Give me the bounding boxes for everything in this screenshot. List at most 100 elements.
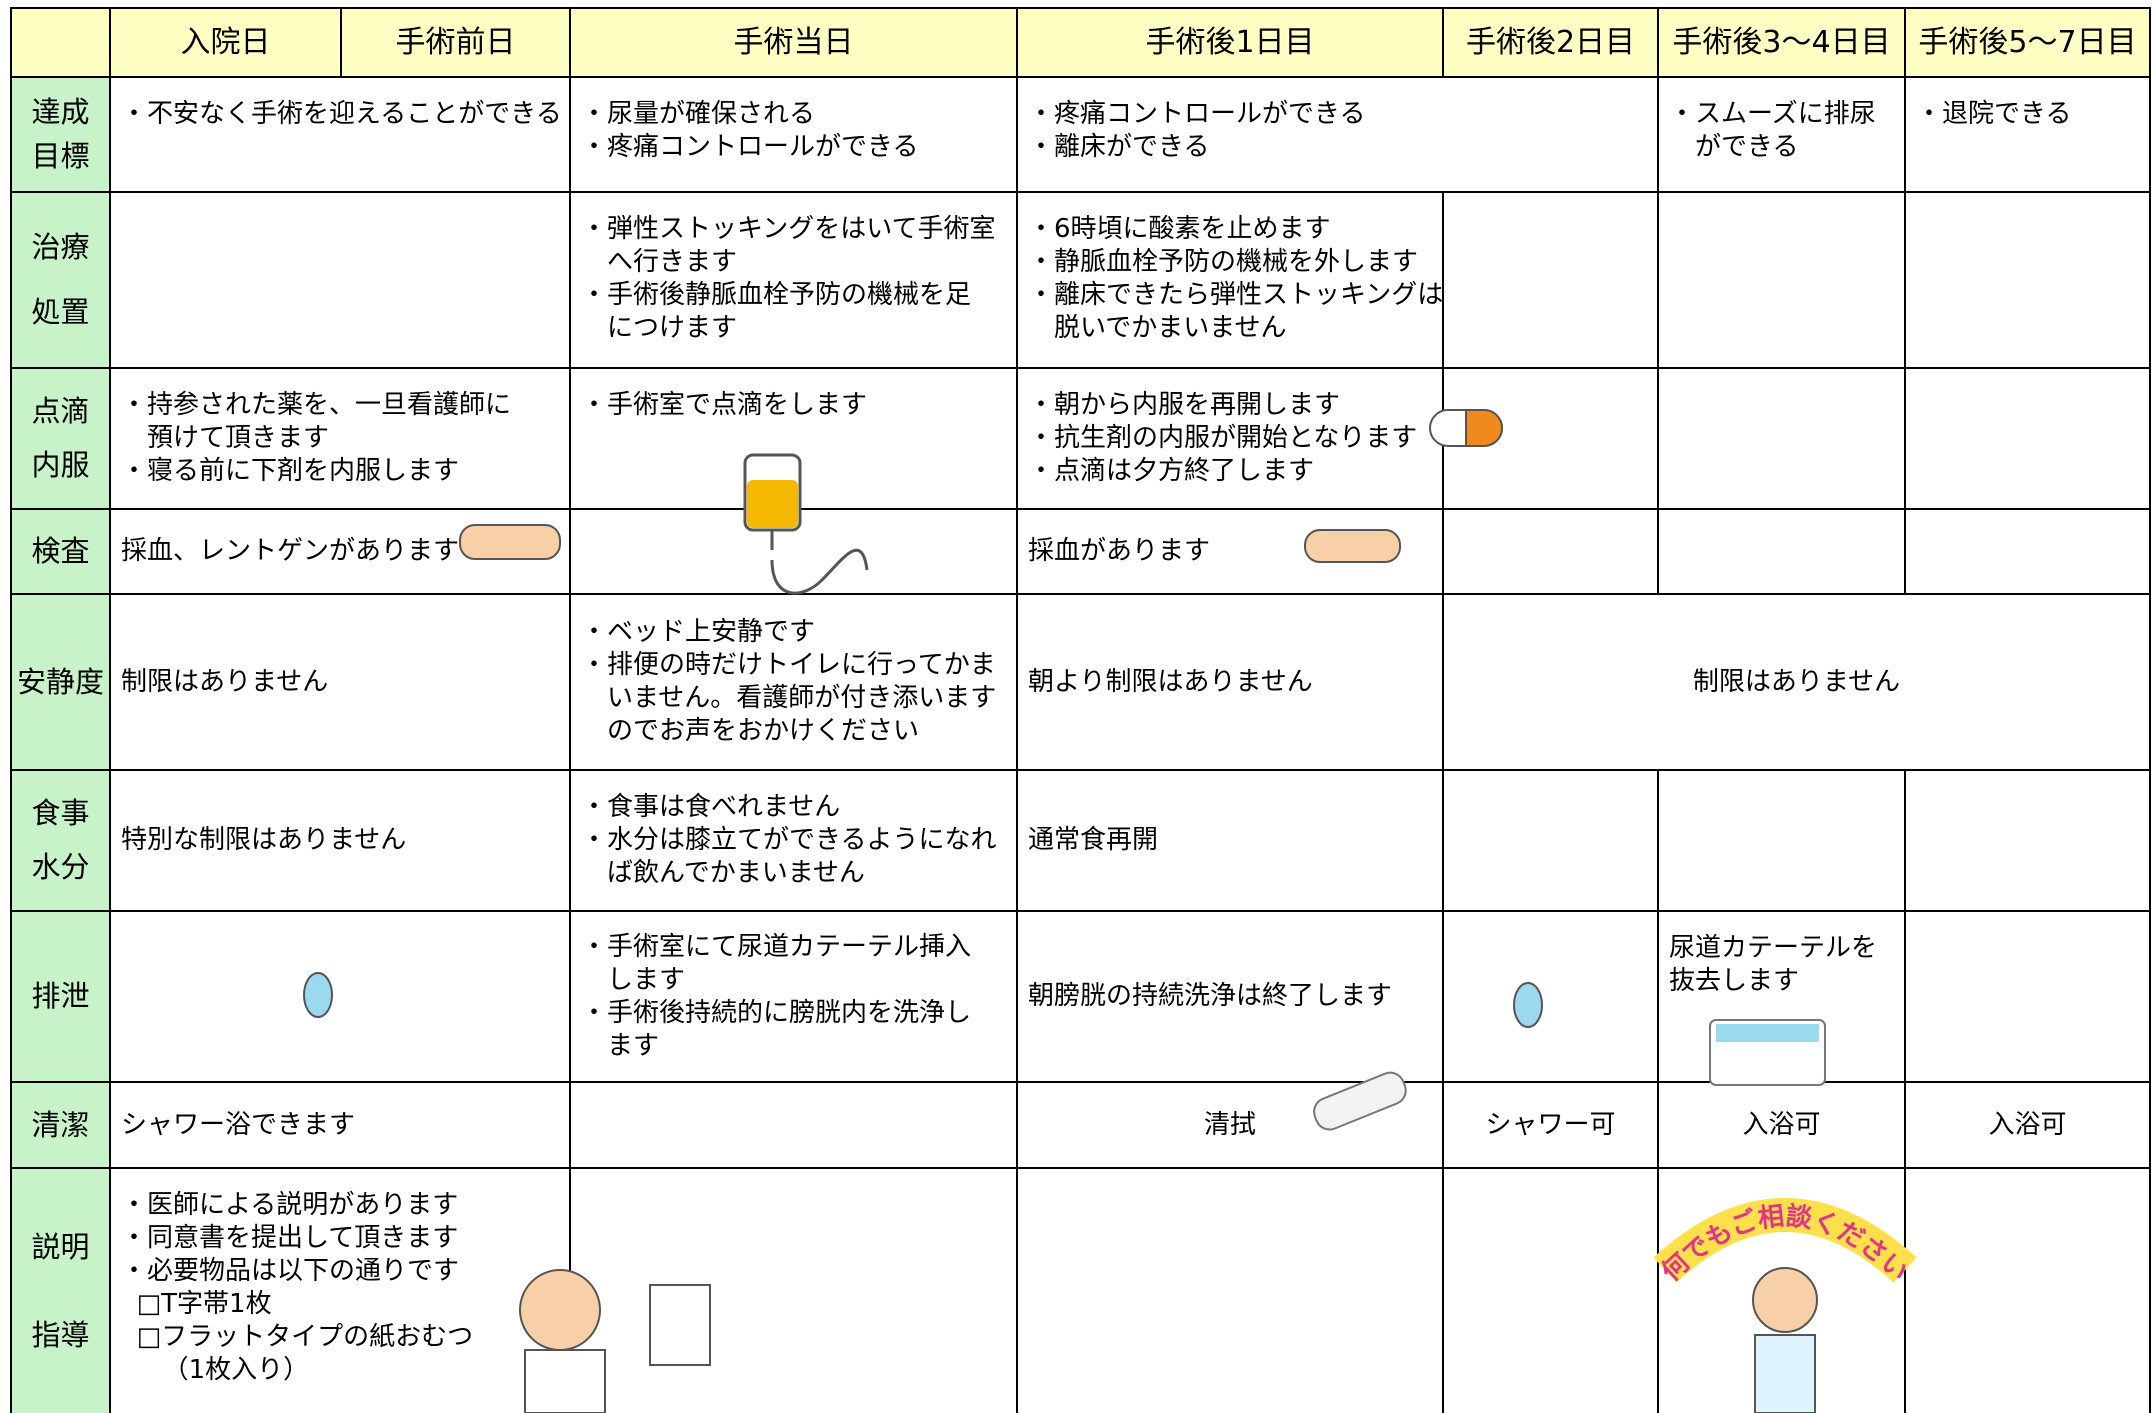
cell: 採血、レントゲンがあります (109, 508, 571, 595)
cell-text: 点滴 (31, 394, 90, 429)
cell-text: 採血、レントゲンがあります (121, 536, 460, 566)
cell-text: 手術当日 (733, 25, 854, 60)
cell-text: 特別な制限はありません (121, 825, 407, 855)
corner (10, 7, 111, 78)
cell-text: ・静脈血栓予防の機械を外します (1028, 247, 1419, 277)
cell-text: 手術後3～4日目 (1672, 25, 1891, 60)
row-label: 排泄 (10, 910, 111, 1083)
row-label: 点滴 内服 (10, 367, 111, 510)
cell-text: 入浴可 (1742, 1109, 1821, 1140)
cell: 制限はありません (109, 593, 571, 771)
cell-text: ・点滴は夕方終了します (1028, 456, 1315, 486)
cell (1657, 769, 1906, 912)
cell: ・弾性ストッキングをはいて手術室 へ行きます ・手術後静脈血栓予防の機械を足 につけま… (569, 191, 1018, 369)
cell-text: 朝より制限はありません (1028, 666, 1313, 697)
cell-text: 排泄 (31, 979, 90, 1013)
cell-text: ・朝から内服を再開します (1028, 390, 1341, 420)
cell-text: ・医師による説明があります (121, 1190, 459, 1220)
cell: ・持参された薬を、一旦看護師に 預けて頂きます ・寝る前に下剤を内服します (109, 367, 571, 510)
cell: ・不安なく手術を迎えることができる (109, 76, 571, 193)
cell-text: ・食事は食べれません (581, 792, 841, 822)
cell-text: ・寝る前に下剤を内服します (121, 456, 460, 486)
cell: 尿道カテーテルを 抜去します (1657, 910, 1906, 1083)
row-label: 安静度 (10, 593, 111, 771)
cell: 特別な制限はありません (109, 769, 571, 912)
cell (1442, 367, 1659, 510)
cell-text: シャワー可 (1485, 1109, 1616, 1140)
cell (1904, 191, 2151, 369)
column-header: 手術前日 (340, 7, 571, 78)
cell-text: 手術後5～7日目 (1918, 25, 2137, 60)
cell (109, 191, 571, 369)
column-header: 入院日 (109, 7, 342, 78)
cell: 制限はありません (1442, 593, 2151, 771)
row-label: 説明 指導 (10, 1167, 111, 1413)
row-label: 検査 (10, 508, 111, 595)
cell-text: ・手術後持続的に膀胱内を洗浄し (581, 997, 972, 1028)
cell (1904, 1167, 2151, 1413)
row-label: 清潔 (10, 1081, 111, 1169)
cell: シャワー浴できます (109, 1081, 571, 1169)
cell-text: ・不安なく手術を迎えることができる (121, 99, 562, 129)
cell-text: 内服 (31, 447, 90, 482)
cell-text: いません。看護師が付き添います (607, 683, 997, 713)
cell: 朝膀胱の持続洗浄は終了します (1016, 910, 1444, 1083)
column-header: 手術後3～4日目 (1657, 7, 1906, 78)
cell: ・朝から内服を再開します ・抗生剤の内服が開始となります ・点滴は夕方終了します (1016, 367, 1444, 510)
cell-text: ・必要物品は以下の通りです (121, 1256, 460, 1286)
cell (569, 1167, 1018, 1413)
cell: 採血があります (1016, 508, 1444, 595)
cell-text: 採血があります (1028, 536, 1211, 566)
cell-text: ができる (1695, 132, 1799, 162)
cell: 清拭 (1016, 1081, 1444, 1169)
cell-text: 朝膀胱の持続洗浄は終了します (1028, 981, 1393, 1011)
cell: 入浴可 (1904, 1081, 2151, 1169)
column-header: 手術後1日目 (1016, 7, 1444, 78)
cell-text: 入院日 (180, 25, 271, 60)
cell-text: □T字帯1枚 (136, 1289, 272, 1319)
cell: ・退院できる (1904, 76, 2151, 193)
cell-text: ・離床できたら弾性ストッキングは (1028, 280, 1444, 310)
cell-text: 処置 (31, 295, 90, 329)
cell: ・医師による説明があります ・同意書を提出して頂きます ・必要物品は以下の通りです □… (109, 1167, 571, 1413)
row-label: 治療 処置 (10, 191, 111, 369)
cell-text: ます (607, 1030, 660, 1061)
cell-text: ・手術室にて尿道カテーテル挿入 (581, 931, 972, 962)
cell: シャワー可 (1442, 1081, 1659, 1169)
cell: ・疼痛コントロールができる ・離床ができる (1016, 76, 1659, 193)
cell-text: へ行きます (607, 247, 738, 277)
cell (1016, 1167, 1444, 1413)
cell-text: ・弾性ストッキングをはいて手術室 (581, 214, 996, 244)
cell (1904, 508, 2151, 595)
cell (1904, 910, 2151, 1083)
cell-text: 達成 (31, 94, 90, 129)
cell-text: 清拭 (1203, 1109, 1256, 1140)
cell (1442, 1167, 1659, 1413)
cell-text: ・持参された薬を、一旦看護師に (121, 390, 512, 420)
cell: ・手術室にて尿道カテーテル挿入 します ・手術後持続的に膀胱内を洗浄し ます (569, 910, 1018, 1083)
cell: ・手術室で点滴をします (569, 367, 1018, 510)
cell-text: ・手術後静脈血栓予防の機械を足 (581, 280, 972, 310)
cell-text: 制限はありません (121, 666, 329, 697)
cell-text: 説明 (31, 1229, 90, 1264)
cell-text: ・疼痛コントロールができる (581, 132, 919, 162)
cell-text: 指導 (31, 1318, 90, 1353)
cell: ・食事は食べれません ・水分は膝立てができるようになれ ば飲んでかまいません (569, 769, 1018, 912)
cell-text: 食事 (31, 796, 90, 831)
cell (1657, 367, 1906, 510)
cell: 入浴可 (1657, 1081, 1906, 1169)
column-header: 手術後2日目 (1442, 7, 1659, 78)
cell-text: ・離床ができる (1028, 132, 1210, 162)
cell-text: ・尿量が確保される (581, 99, 816, 129)
cell-text: ・ベッド上安静です (581, 617, 816, 647)
cell-text: ・水分は膝立てができるようになれ (581, 825, 997, 855)
row-label: 達成 目標 (10, 76, 111, 193)
cell: ・スムーズに排尿 ができる (1657, 76, 1906, 193)
cell (569, 1081, 1018, 1169)
cell-text: ・抗生剤の内服が開始となります (1028, 423, 1418, 453)
cell-text: 尿道カテーテルを (1669, 933, 1878, 963)
cell (1442, 769, 1659, 912)
cell-text: 検査 (31, 534, 90, 568)
cell-text: ば飲んでかまいません (607, 858, 865, 888)
